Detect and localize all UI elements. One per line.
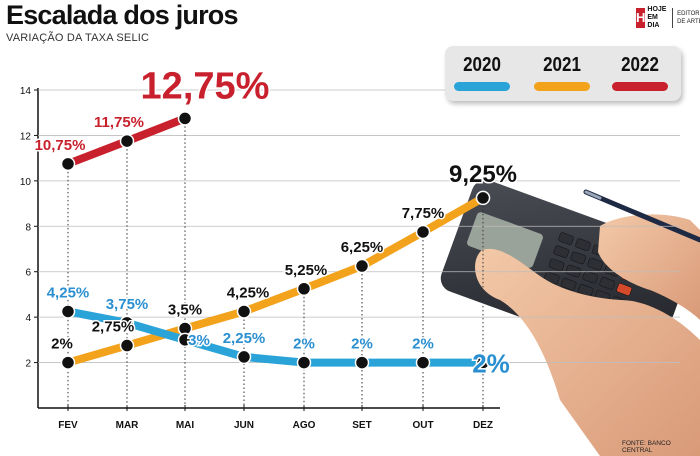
y-tick-label: 8 [25,222,31,233]
logo-line2: EM DIA [647,14,660,29]
logo-wordmark: HOJE EM DIA [647,6,668,30]
legend-label-2022: 2022 [621,54,659,76]
logo-editorial-line1: EDITORIA [677,11,700,17]
point-2020 [177,332,193,348]
y-tick-label: 2 [25,359,31,370]
x-tick-label: DEZ [473,420,493,431]
data-label-2020: 3% [188,332,210,349]
legend-swatch-2021 [534,82,590,91]
data-label-2021: 5,25% [285,262,328,279]
point-2020 [60,304,76,319]
data-label-2021: 9,25% [449,161,517,188]
data-label-2020: 4,25% [47,284,90,301]
source-note: FONTE: BANCO CENTRAL [622,440,671,454]
legend-item-2020: 2020 [453,54,511,91]
x-tick-label: SET [352,420,371,431]
legend-item-2022: 2022 [611,54,669,91]
data-label-2021: 6,25% [341,239,384,256]
data-label-2022: 10,75% [35,137,86,154]
data-label-2020: 2% [412,336,434,353]
series-line-2021 [64,193,487,367]
legend-label-2021: 2021 [543,54,581,76]
data-label-2021: 4,25% [227,284,270,301]
y-tick-label: 6 [25,268,31,279]
point-2022 [119,133,135,149]
data-label-2021: 2% [51,336,73,353]
legend-swatch-2022 [612,82,668,91]
logo-editorial-line2: DE ARTE [677,19,700,25]
publisher-logo: H HOJE EM DIA EDITORIA DE ARTE [636,6,700,30]
point-2020 [119,315,135,331]
point-2021 [296,281,312,296]
chart-title: Escalada dos juros [6,0,239,30]
calculator-photo [440,179,700,456]
data-label-2020: 2,25% [223,330,266,347]
chart-subtitle: VARIAÇÃO DA TAXA SELIC [6,32,150,44]
y-tick-label: 4 [25,313,31,324]
data-label-2021: 7,75% [402,205,445,222]
data-label-2021: 3,5% [168,302,202,319]
data-label-2022: 11,75% [94,114,144,131]
y-tick-label: 14 [20,86,32,97]
data-label-2022: 12,75% [141,65,270,107]
x-tick-label: MAI [176,420,195,431]
point-2021 [236,304,252,319]
point-2020 [296,355,312,370]
x-tick-label: JUN [234,420,254,431]
point-2021 [354,258,370,274]
logo-line1: HOJE [647,6,667,13]
series-layer [60,111,491,370]
data-label-2021: 2,75% [92,319,135,336]
logo-divider [672,8,674,28]
point-2020 [475,355,491,370]
point-2020 [354,355,370,370]
chart-legend: 2020 2021 2022 [445,46,681,101]
logo-mark: H [636,8,646,28]
data-label-2020: 2% [293,336,315,353]
legend-label-2020: 2020 [463,54,501,76]
point-2022 [60,156,76,172]
legend-swatch-2020 [454,82,510,91]
data-label-2020: 2% [472,349,510,379]
y-tick-label: 10 [20,177,32,188]
month-guidelines [67,118,484,408]
x-tick-label: FEV [58,420,78,431]
point-2022 [177,111,193,126]
data-labels: 2% 2,75% 3,5% 4,25% 5,25% 6,25% 7,75%9,25% 4,25… [33,64,518,380]
point-2021 [119,338,135,353]
logo-editorial: EDITORIA DE ARTE [677,10,700,26]
series-line-2020 [64,307,487,367]
point-2021 [475,190,491,206]
x-tick-label: OUT [412,420,433,431]
point-2021 [415,224,431,240]
data-label-2020: 2% [351,336,373,353]
point-2020 [415,355,431,370]
x-tick-label: MAR [116,420,140,431]
point-2020 [236,349,252,365]
legend-item-2021: 2021 [533,54,591,91]
data-label-2020: 3,75% [106,296,149,313]
y-tick-label: 12 [20,131,32,142]
x-tick-label: AGO [293,420,316,431]
point-2021 [60,355,76,370]
